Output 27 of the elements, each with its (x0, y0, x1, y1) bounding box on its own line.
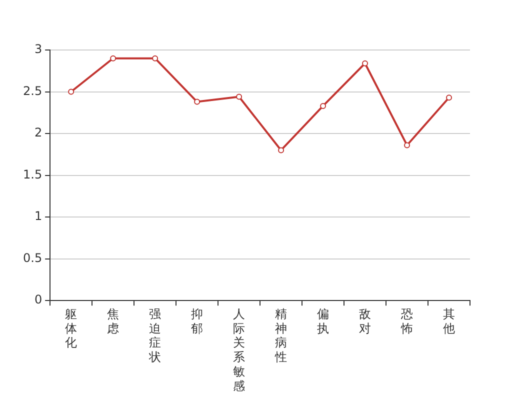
point (320, 102, 326, 109)
y-tick-label: 1.5 (22, 167, 42, 182)
x-tick-label: 躯体化 (65, 306, 78, 350)
point (236, 94, 242, 100)
point (68, 88, 74, 95)
y-tick-label: 2.5 (22, 84, 42, 98)
x-tick-label: 恐怖 (400, 306, 414, 336)
point (446, 94, 452, 101)
point (404, 142, 410, 148)
x-tick-label: 焦虑 (107, 306, 120, 336)
y-tick-label: 0 (34, 292, 42, 307)
x-tick-label: 其他 (443, 306, 456, 336)
x-tick-label: 强迫症状 (148, 306, 162, 364)
point (278, 147, 284, 154)
x-tick-label: 抑郁 (191, 306, 204, 336)
point (362, 60, 368, 66)
y-tick-label: 1 (34, 209, 42, 224)
x-tick-label: 敌对 (359, 306, 372, 336)
y-tick-label: 2 (34, 126, 42, 140)
x-tick-label: 偏执 (317, 306, 330, 336)
y-tick-label: 0.5 (22, 250, 42, 265)
point (110, 55, 116, 62)
y-tick-label: 3 (34, 42, 42, 56)
x-tick-label: 精神病性 (274, 306, 288, 364)
point (194, 98, 200, 105)
point (152, 55, 158, 62)
x-tick-label: 人际关系敏感 (233, 306, 246, 393)
